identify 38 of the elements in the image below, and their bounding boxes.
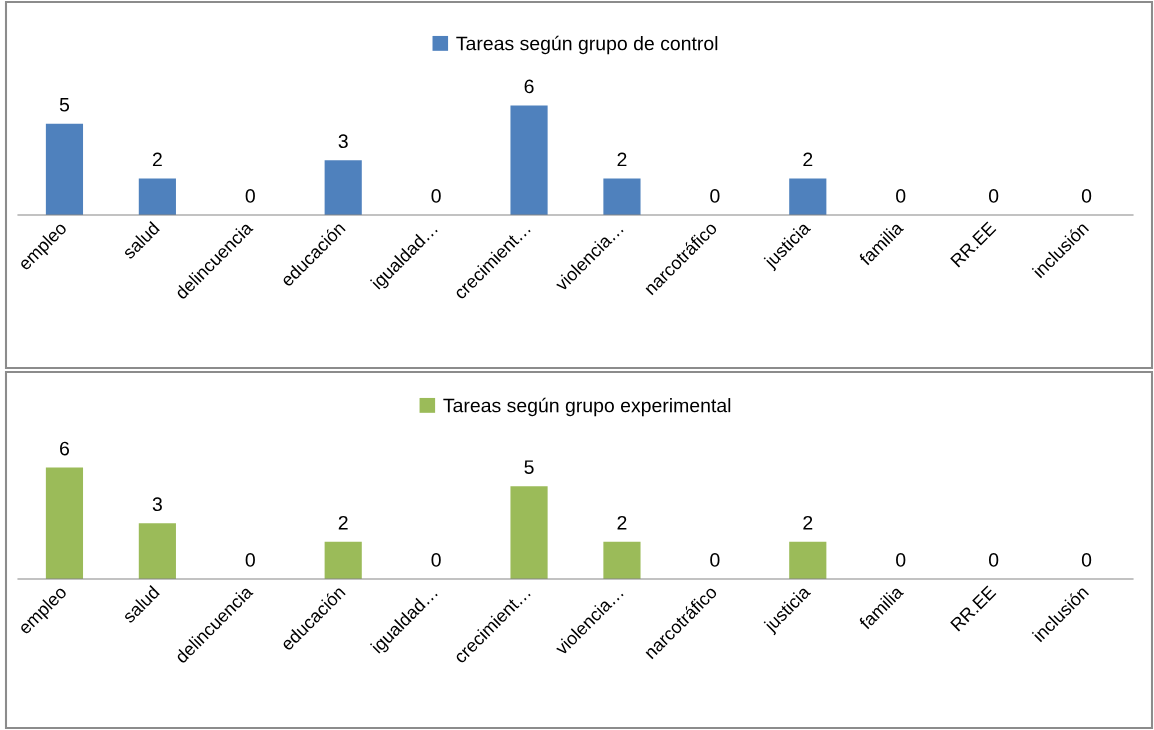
data-label: 0	[896, 189, 906, 203]
bar	[324, 541, 362, 579]
bar	[138, 178, 176, 215]
data-label: 0	[431, 553, 441, 567]
bar	[45, 123, 84, 215]
data-label: 0	[710, 553, 720, 567]
data-label: 2	[617, 515, 627, 530]
bar	[603, 541, 641, 579]
data-label: 5	[524, 460, 534, 474]
data-label: 5	[59, 97, 70, 112]
data-label: 0	[896, 553, 906, 567]
legend-label: Tareas según grupo experimental	[443, 397, 731, 417]
data-label: 2	[803, 515, 813, 530]
bar	[603, 178, 641, 215]
data-label: 2	[338, 515, 348, 530]
data-label: 0	[245, 189, 255, 203]
bar	[138, 523, 176, 579]
bar	[789, 178, 827, 215]
data-label: 0	[988, 553, 999, 567]
data-label: 3	[338, 134, 348, 149]
bar	[45, 467, 84, 579]
data-label: 6	[524, 79, 534, 94]
data-label: 0	[1081, 189, 1092, 203]
data-label: 6	[60, 441, 70, 456]
data-label: 0	[245, 553, 255, 567]
bar	[789, 541, 827, 579]
legend-label: Tareas según grupo de control	[456, 35, 718, 55]
data-label: 0	[710, 189, 720, 203]
data-label: 0	[988, 189, 999, 203]
data-label: 0	[431, 189, 441, 203]
data-label: 2	[803, 152, 813, 167]
data-label: 3	[152, 497, 162, 512]
data-label: 0	[1081, 553, 1092, 567]
bar	[324, 160, 362, 215]
data-label: 2	[617, 152, 627, 167]
bar	[510, 105, 548, 215]
data-label: 2	[152, 152, 162, 167]
bar	[510, 486, 548, 579]
